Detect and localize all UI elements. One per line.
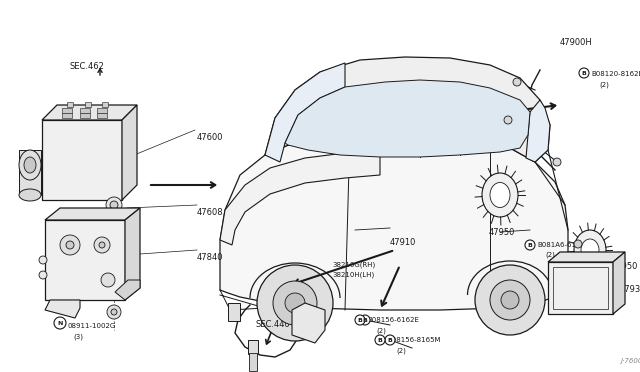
- Circle shape: [504, 116, 512, 124]
- Text: (2): (2): [545, 252, 555, 259]
- Circle shape: [111, 210, 117, 216]
- Text: 47608: 47608: [197, 208, 223, 217]
- Text: SEC.462: SEC.462: [70, 62, 105, 71]
- Circle shape: [109, 200, 119, 210]
- Polygon shape: [613, 252, 625, 314]
- Polygon shape: [548, 262, 613, 314]
- Circle shape: [54, 317, 66, 329]
- Circle shape: [385, 335, 395, 345]
- Ellipse shape: [482, 173, 518, 217]
- Text: 47931M: 47931M: [620, 285, 640, 294]
- Circle shape: [525, 240, 535, 250]
- Text: B: B: [527, 243, 532, 248]
- Bar: [97, 113, 107, 118]
- Circle shape: [39, 256, 47, 264]
- Circle shape: [553, 158, 561, 166]
- Text: 47900H: 47900H: [560, 38, 593, 47]
- Circle shape: [106, 197, 122, 213]
- Circle shape: [490, 280, 530, 320]
- Circle shape: [94, 237, 110, 253]
- Circle shape: [355, 315, 365, 325]
- Text: (2): (2): [376, 328, 386, 334]
- Text: B08120-8162E: B08120-8162E: [591, 71, 640, 77]
- Text: 47950: 47950: [489, 228, 515, 237]
- Circle shape: [475, 265, 545, 335]
- Polygon shape: [265, 57, 550, 162]
- Circle shape: [513, 78, 521, 86]
- Polygon shape: [45, 300, 80, 318]
- Circle shape: [101, 273, 115, 287]
- Text: 38210H(LH): 38210H(LH): [332, 272, 374, 279]
- Ellipse shape: [24, 157, 36, 173]
- Polygon shape: [42, 120, 122, 200]
- Text: B08156-6162E: B08156-6162E: [367, 317, 419, 323]
- Circle shape: [39, 271, 47, 279]
- Text: B: B: [358, 318, 362, 323]
- Circle shape: [285, 293, 305, 313]
- Bar: [248, 340, 258, 354]
- Text: 47950: 47950: [612, 262, 638, 271]
- Ellipse shape: [490, 183, 510, 208]
- Circle shape: [66, 241, 74, 249]
- Polygon shape: [285, 80, 530, 157]
- Ellipse shape: [19, 150, 41, 180]
- Circle shape: [273, 281, 317, 325]
- Text: 47840: 47840: [197, 253, 223, 262]
- Bar: [97, 108, 107, 113]
- Bar: [62, 108, 72, 113]
- Bar: [553, 267, 608, 309]
- Text: B08156-8165M: B08156-8165M: [387, 337, 440, 343]
- Text: B: B: [388, 338, 392, 343]
- Bar: [249, 353, 257, 371]
- Bar: [80, 113, 90, 118]
- Polygon shape: [220, 152, 380, 245]
- Polygon shape: [45, 220, 125, 300]
- Circle shape: [60, 235, 80, 255]
- Text: 47910: 47910: [390, 238, 417, 247]
- Circle shape: [375, 335, 385, 345]
- Polygon shape: [220, 130, 568, 310]
- Text: 38210G(RH): 38210G(RH): [332, 262, 375, 269]
- Circle shape: [110, 201, 118, 209]
- Bar: [85, 102, 91, 107]
- Circle shape: [579, 68, 589, 78]
- Bar: [80, 108, 90, 113]
- Circle shape: [107, 305, 121, 319]
- Text: (3): (3): [73, 334, 83, 340]
- Text: B: B: [363, 318, 367, 323]
- Text: B081A6-6161A: B081A6-6161A: [537, 242, 589, 248]
- Circle shape: [257, 265, 333, 341]
- Circle shape: [501, 291, 519, 309]
- Bar: [19, 150, 41, 195]
- Circle shape: [111, 309, 117, 315]
- Circle shape: [574, 240, 582, 248]
- Text: B: B: [582, 71, 586, 76]
- Ellipse shape: [574, 230, 606, 270]
- Text: (2): (2): [396, 348, 406, 355]
- Text: 47600: 47600: [197, 133, 223, 142]
- Polygon shape: [265, 63, 345, 162]
- Polygon shape: [45, 208, 140, 220]
- Polygon shape: [42, 105, 137, 120]
- Bar: [102, 102, 108, 107]
- Text: 08911-1002G: 08911-1002G: [68, 323, 116, 329]
- Polygon shape: [115, 280, 140, 300]
- Ellipse shape: [581, 239, 599, 261]
- Text: N: N: [58, 321, 63, 326]
- Bar: [228, 303, 240, 321]
- Bar: [67, 102, 73, 107]
- Text: B: B: [378, 338, 383, 343]
- Circle shape: [360, 315, 370, 325]
- Circle shape: [99, 242, 105, 248]
- Ellipse shape: [19, 189, 41, 201]
- Polygon shape: [548, 252, 625, 262]
- Polygon shape: [125, 208, 140, 300]
- Text: J·7600.J: J·7600.J: [620, 358, 640, 364]
- Text: SEC.440: SEC.440: [255, 320, 290, 329]
- Text: (2): (2): [599, 82, 609, 89]
- Polygon shape: [292, 303, 325, 343]
- Polygon shape: [526, 100, 550, 162]
- Bar: [62, 113, 72, 118]
- Polygon shape: [122, 105, 137, 200]
